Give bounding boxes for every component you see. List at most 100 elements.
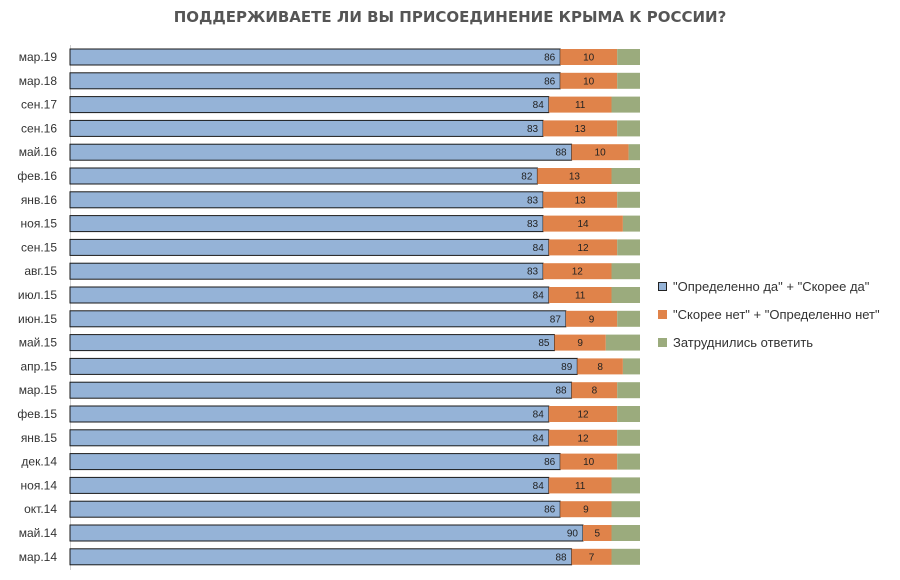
data-label-yes: 88 bbox=[555, 386, 567, 397]
category-label: ноя.14 bbox=[21, 478, 58, 492]
category-label: сен.17 bbox=[21, 98, 57, 112]
category-label: янв.16 bbox=[21, 193, 58, 207]
category-label: мар.18 bbox=[19, 74, 58, 88]
data-label-yes: 83 bbox=[527, 219, 539, 230]
bar-undecided bbox=[617, 429, 640, 446]
data-label-no: 11 bbox=[575, 291, 586, 302]
bar-yes bbox=[69, 143, 573, 161]
data-label-yes: 84 bbox=[533, 433, 545, 444]
data-label-yes: 89 bbox=[561, 362, 573, 373]
bar-yes bbox=[69, 191, 544, 209]
bar-yes bbox=[69, 167, 538, 185]
legend-item-no: "Скорее нет" + "Определенно нет" bbox=[658, 300, 880, 328]
bar-undecided bbox=[617, 120, 640, 137]
data-label-yes: 85 bbox=[538, 338, 550, 349]
category-label: янв.15 bbox=[21, 431, 58, 445]
bar-no bbox=[548, 477, 612, 494]
category-label: сен.15 bbox=[21, 240, 57, 254]
data-label-no: 9 bbox=[577, 338, 583, 349]
category-label: дек.14 bbox=[21, 455, 57, 469]
data-label-yes: 88 bbox=[555, 148, 567, 159]
category-label: фев.16 bbox=[17, 169, 57, 183]
data-label-yes: 90 bbox=[567, 529, 579, 540]
category-label: мар.14 bbox=[19, 550, 58, 564]
legend-item-yes: "Определенно да" + "Скорее да" bbox=[658, 272, 880, 300]
bar-undecided bbox=[611, 548, 640, 565]
bar-yes bbox=[69, 286, 550, 304]
data-label-yes: 84 bbox=[533, 100, 545, 111]
bar-yes bbox=[69, 238, 550, 256]
bar-no bbox=[560, 501, 612, 518]
bar-undecided bbox=[611, 477, 640, 494]
bar-no bbox=[565, 310, 618, 327]
data-label-no: 14 bbox=[577, 219, 589, 230]
bar-undecided bbox=[617, 72, 640, 89]
data-label-no: 10 bbox=[595, 148, 607, 159]
data-label-yes: 87 bbox=[550, 314, 562, 325]
bar-undecided bbox=[617, 453, 640, 470]
category-label: май.16 bbox=[19, 145, 58, 159]
data-label-no: 12 bbox=[572, 267, 584, 278]
bar-no bbox=[571, 144, 629, 161]
bar-undecided bbox=[622, 358, 640, 375]
data-label-yes: 83 bbox=[527, 267, 539, 278]
chart-title: ПОДДЕРЖИВАЕТЕ ЛИ ВЫ ПРИСОЕДИНЕНИЕ КРЫМА … bbox=[173, 8, 727, 26]
bar-no bbox=[548, 239, 618, 256]
data-label-no: 8 bbox=[592, 386, 598, 397]
bar-yes bbox=[69, 215, 544, 233]
bar-no bbox=[571, 548, 612, 565]
bar-undecided bbox=[611, 501, 640, 518]
data-label-no: 10 bbox=[583, 76, 595, 87]
data-label-no: 8 bbox=[597, 362, 603, 373]
bar-no bbox=[543, 191, 618, 208]
bar-yes bbox=[69, 357, 578, 375]
bar-no bbox=[548, 406, 618, 422]
bar-undecided bbox=[622, 215, 640, 232]
bar-undecided bbox=[611, 287, 640, 303]
bar-undecided bbox=[617, 191, 640, 208]
bar-yes bbox=[69, 262, 544, 280]
category-label: июн.15 bbox=[18, 312, 57, 326]
category-label: сен.16 bbox=[21, 121, 57, 135]
data-label-no: 10 bbox=[583, 53, 595, 64]
bar-yes bbox=[69, 48, 561, 66]
data-label-no: 11 bbox=[575, 481, 586, 492]
data-label-no: 13 bbox=[575, 124, 587, 135]
bar-no bbox=[543, 120, 618, 137]
data-label-yes: 82 bbox=[521, 172, 533, 183]
bar-no bbox=[537, 168, 612, 184]
legend-label-no: "Скорее нет" + "Определенно нет" bbox=[673, 306, 880, 322]
bar-undecided bbox=[611, 263, 640, 280]
bar-no bbox=[560, 453, 618, 470]
bar-no bbox=[571, 382, 618, 399]
data-label-no: 13 bbox=[569, 172, 581, 183]
bar-undecided bbox=[617, 49, 640, 65]
bar-no bbox=[577, 358, 623, 375]
data-label-no: 7 bbox=[589, 552, 595, 563]
bar-yes bbox=[69, 119, 544, 137]
data-label-no: 12 bbox=[577, 433, 589, 444]
legend-label-yes: "Определенно да" + "Скорее да" bbox=[673, 278, 870, 294]
category-label: май.15 bbox=[19, 336, 58, 350]
bar-undecided bbox=[617, 310, 640, 327]
category-label: мар.19 bbox=[19, 50, 58, 64]
legend-swatch-no bbox=[658, 309, 667, 319]
legend-item-undecided: Затруднились ответить bbox=[658, 328, 880, 356]
bar-yes bbox=[69, 476, 550, 494]
bar-undecided bbox=[611, 96, 640, 113]
bar-no bbox=[583, 525, 612, 541]
data-label-yes: 88 bbox=[555, 552, 567, 563]
bar-yes bbox=[69, 72, 561, 90]
legend: "Определенно да" + "Скорее да" "Скорее н… bbox=[658, 272, 880, 356]
bar-undecided bbox=[617, 406, 640, 422]
data-label-yes: 86 bbox=[544, 457, 556, 468]
category-label: фев.15 bbox=[17, 407, 57, 421]
data-label-no: 9 bbox=[589, 314, 595, 325]
category-label: авг.15 bbox=[24, 264, 57, 278]
bar-yes bbox=[69, 405, 550, 423]
data-label-yes: 83 bbox=[527, 124, 539, 135]
bar-no bbox=[548, 429, 618, 446]
bar-no bbox=[543, 263, 612, 280]
data-label-yes: 86 bbox=[544, 505, 556, 516]
